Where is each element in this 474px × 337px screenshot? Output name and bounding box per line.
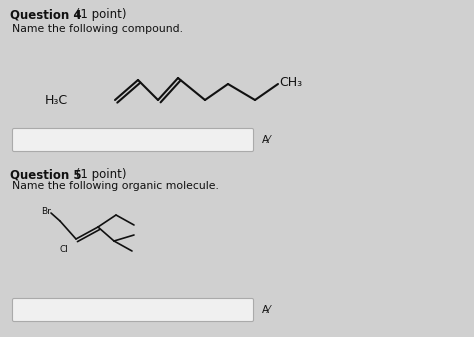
Text: Br: Br (41, 207, 51, 216)
Text: (1 point): (1 point) (72, 168, 127, 181)
Text: CH₃: CH₃ (279, 76, 302, 90)
Text: A⁄: A⁄ (262, 135, 271, 145)
Text: Name the following compound.: Name the following compound. (12, 24, 183, 34)
Text: A⁄: A⁄ (262, 305, 271, 315)
Text: H₃C: H₃C (45, 93, 68, 106)
Text: (1 point): (1 point) (72, 8, 127, 21)
Text: Question 4: Question 4 (10, 8, 82, 21)
Text: Question 5: Question 5 (10, 168, 82, 181)
FancyBboxPatch shape (12, 299, 254, 321)
Text: Name the following organic molecule.: Name the following organic molecule. (12, 181, 219, 191)
FancyBboxPatch shape (12, 128, 254, 152)
Text: Cl: Cl (60, 245, 69, 254)
